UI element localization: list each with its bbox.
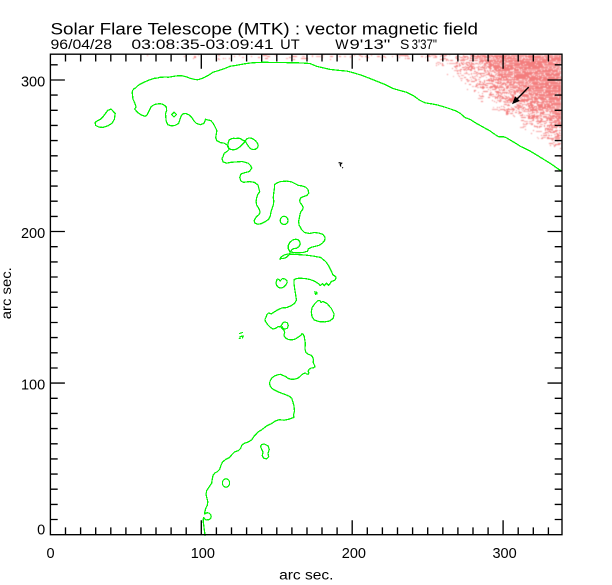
svg-text:arc sec.: arc sec. bbox=[0, 267, 14, 319]
svg-text:3'37": 3'37" bbox=[412, 36, 437, 52]
svg-text:200: 200 bbox=[342, 546, 366, 562]
svg-text:0: 0 bbox=[47, 546, 55, 562]
svg-text:S: S bbox=[400, 36, 409, 52]
svg-text:Solar Flare Telescope (MTK) :: Solar Flare Telescope (MTK) : vector mag… bbox=[51, 20, 478, 39]
svg-text:100: 100 bbox=[21, 378, 45, 394]
svg-text:300: 300 bbox=[21, 75, 45, 91]
svg-text:100: 100 bbox=[191, 546, 215, 562]
svg-text:03:08:35-03:09:41: 03:08:35-03:09:41 bbox=[131, 36, 274, 52]
svg-text:UT: UT bbox=[280, 36, 300, 52]
svg-text:W: W bbox=[335, 36, 349, 52]
svg-text:0: 0 bbox=[37, 522, 45, 538]
svg-text:9'13": 9'13" bbox=[350, 36, 391, 52]
svg-text:300: 300 bbox=[492, 546, 516, 562]
svg-text:200: 200 bbox=[21, 226, 45, 242]
svg-text:arc sec.: arc sec. bbox=[279, 567, 333, 582]
svg-text:96/04/28: 96/04/28 bbox=[51, 36, 113, 52]
